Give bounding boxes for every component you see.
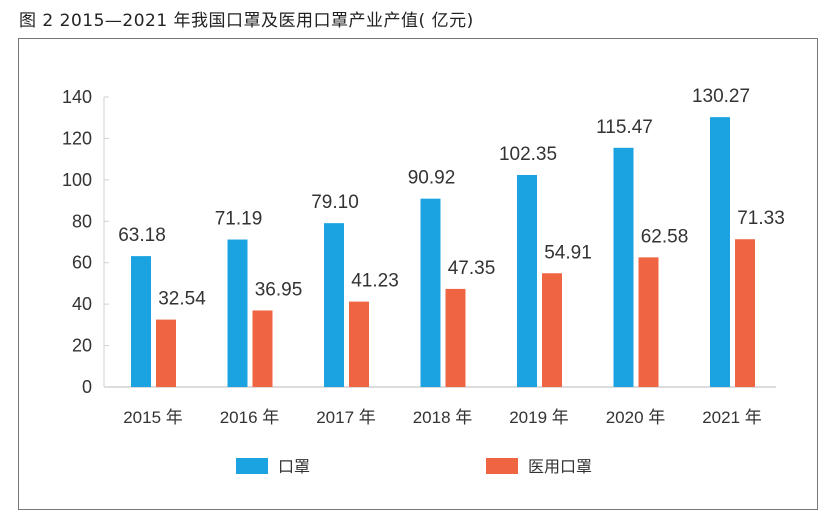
legend-item-mask: 口罩 xyxy=(236,457,310,476)
y-tick-label: 120 xyxy=(62,128,92,148)
x-tick-label: 2016 年 xyxy=(220,408,280,427)
data-label: 47.35 xyxy=(448,258,496,279)
data-label: 130.27 xyxy=(692,86,750,107)
y-tick-label: 20 xyxy=(72,336,92,356)
x-tick-label: 2018 年 xyxy=(413,408,473,427)
data-label: 71.33 xyxy=(737,208,785,229)
legend-swatch xyxy=(486,458,518,474)
legend-label: 医用口罩 xyxy=(528,457,592,476)
bar-mask xyxy=(517,174,537,387)
y-tick-label: 0 xyxy=(82,377,92,397)
data-label: 54.91 xyxy=(544,242,592,263)
data-label: 63.18 xyxy=(118,225,166,246)
bar-medical-mask xyxy=(445,288,466,387)
data-label: 79.10 xyxy=(311,192,359,213)
x-tick-label: 2020 年 xyxy=(606,408,666,427)
legend-item-medical-mask: 医用口罩 xyxy=(486,457,592,476)
bar-mask xyxy=(613,147,634,387)
data-label: 102.35 xyxy=(499,144,557,165)
legend-label: 口罩 xyxy=(278,457,310,476)
bar-mask xyxy=(131,256,151,387)
data-label: 41.23 xyxy=(351,271,399,292)
bar-mask xyxy=(710,117,730,387)
x-tick-label: 2019 年 xyxy=(509,408,569,427)
x-tick-label: 2015 年 xyxy=(123,408,183,427)
data-label: 71.19 xyxy=(215,209,263,230)
bar-mask xyxy=(227,239,248,387)
bar-medical-mask xyxy=(349,301,369,387)
bar-medical-mask xyxy=(638,257,659,387)
data-label: 32.54 xyxy=(158,289,206,310)
bar-medical-mask xyxy=(252,310,273,387)
data-label: 90.92 xyxy=(408,168,456,189)
chart-title: 图 2 2015—2021 年我国口罩及医用口罩产业产值( 亿元) xyxy=(19,11,474,31)
y-tick-label: 40 xyxy=(72,294,92,314)
x-tick-label: 2017 年 xyxy=(316,408,376,427)
bar-mask xyxy=(324,223,344,387)
x-axis: 2015 年 2016 年 2017 年 2018 年 2019 年 2020 年 2021… xyxy=(123,408,762,427)
y-tick-label: 80 xyxy=(72,211,92,231)
y-tick-label: 140 xyxy=(62,87,92,107)
x-tick-label: 2021 年 xyxy=(702,408,762,427)
bar-mask xyxy=(420,198,441,387)
chart-frame xyxy=(18,38,818,510)
y-tick-label: 60 xyxy=(72,253,92,273)
bar-medical-mask xyxy=(542,273,562,387)
data-label: 36.95 xyxy=(255,279,303,300)
y-tick-label: 100 xyxy=(62,170,92,190)
legend: 口罩 医用口罩 xyxy=(236,457,592,476)
bars: 63.18 32.54 71.19 36.95 79.10 41.23 90.92 47.35… xyxy=(118,86,785,387)
data-label: 115.47 xyxy=(596,117,653,138)
data-label: 62.58 xyxy=(641,226,689,247)
legend-swatch xyxy=(236,458,268,474)
bar-medical-mask xyxy=(156,319,176,387)
bar-medical-mask xyxy=(735,239,755,387)
